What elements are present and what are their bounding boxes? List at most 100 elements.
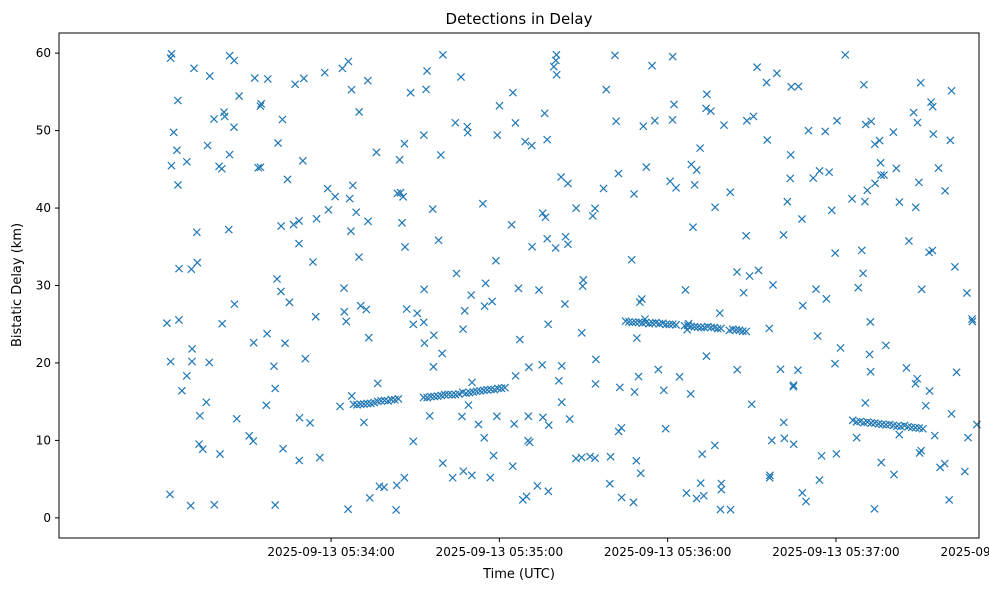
data-point bbox=[719, 121, 729, 130]
data-point bbox=[964, 433, 973, 442]
data-point bbox=[686, 389, 695, 398]
data-point bbox=[281, 339, 290, 348]
data-point bbox=[697, 323, 706, 332]
data-point bbox=[895, 198, 904, 207]
data-point bbox=[742, 327, 751, 336]
data-point bbox=[355, 107, 364, 116]
data-point bbox=[173, 96, 182, 105]
data-point bbox=[162, 319, 171, 328]
data-point bbox=[464, 401, 473, 410]
data-point bbox=[422, 85, 431, 94]
data-point bbox=[865, 350, 874, 359]
data-point bbox=[306, 418, 315, 427]
y-tick-label: 60 bbox=[36, 46, 51, 60]
data-point bbox=[776, 365, 785, 374]
y-tick-label: 30 bbox=[36, 279, 51, 293]
data-point bbox=[298, 156, 307, 165]
data-point bbox=[409, 437, 418, 446]
data-point bbox=[426, 392, 435, 401]
y-tick-label: 0 bbox=[43, 511, 51, 525]
data-point bbox=[429, 331, 438, 340]
data-point bbox=[342, 317, 351, 326]
data-point bbox=[467, 378, 477, 387]
data-point bbox=[866, 317, 875, 326]
data-point bbox=[210, 500, 219, 509]
data-point bbox=[798, 301, 807, 310]
data-point bbox=[425, 411, 434, 420]
data-point bbox=[344, 57, 353, 66]
data-point bbox=[668, 115, 677, 124]
data-point bbox=[380, 396, 389, 405]
data-point bbox=[786, 174, 795, 183]
data-point bbox=[921, 401, 930, 410]
data-point bbox=[486, 473, 495, 482]
data-point bbox=[344, 505, 353, 514]
data-point bbox=[257, 99, 266, 108]
data-point bbox=[363, 399, 372, 408]
data-point bbox=[492, 412, 501, 421]
data-point bbox=[278, 115, 287, 124]
data-point bbox=[543, 135, 552, 144]
data-point bbox=[579, 275, 588, 284]
data-point bbox=[363, 76, 372, 85]
data-point bbox=[772, 69, 781, 78]
data-point bbox=[866, 367, 875, 376]
data-point bbox=[754, 266, 763, 275]
data-point bbox=[263, 329, 272, 338]
data-point bbox=[832, 116, 842, 125]
data-point bbox=[630, 387, 639, 396]
data-point bbox=[876, 158, 885, 167]
data-point bbox=[538, 360, 547, 369]
data-point bbox=[273, 138, 283, 148]
data-point bbox=[889, 470, 899, 479]
data-point bbox=[312, 214, 321, 223]
data-point bbox=[909, 108, 918, 117]
chart-title: Detections in Delay bbox=[446, 10, 593, 28]
data-point bbox=[285, 298, 294, 307]
data-point bbox=[780, 434, 789, 443]
data-point bbox=[747, 400, 756, 409]
data-point bbox=[861, 120, 870, 129]
data-point bbox=[289, 220, 298, 229]
data-point bbox=[648, 61, 657, 70]
data-point bbox=[402, 304, 411, 314]
data-point bbox=[225, 51, 234, 60]
data-point bbox=[419, 131, 428, 140]
data-point bbox=[614, 427, 623, 436]
data-point bbox=[235, 92, 244, 101]
data-point bbox=[540, 109, 549, 118]
data-point bbox=[817, 451, 826, 460]
data-point bbox=[934, 164, 943, 173]
data-point bbox=[230, 300, 239, 309]
data-point bbox=[648, 319, 657, 328]
data-point bbox=[571, 454, 581, 463]
data-point bbox=[875, 136, 884, 145]
data-point bbox=[323, 184, 332, 193]
data-point bbox=[848, 194, 857, 203]
data-point bbox=[560, 299, 569, 309]
data-point bbox=[565, 415, 574, 424]
data-point bbox=[605, 479, 614, 488]
data-point bbox=[962, 288, 971, 297]
data-point bbox=[528, 242, 537, 251]
data-point bbox=[173, 180, 182, 189]
data-point bbox=[917, 285, 926, 294]
data-point bbox=[198, 445, 207, 454]
data-point bbox=[225, 150, 234, 159]
data-point bbox=[832, 449, 841, 458]
data-point bbox=[400, 139, 409, 148]
data-point bbox=[444, 390, 453, 399]
data-point bbox=[779, 230, 788, 239]
data-point bbox=[711, 203, 720, 212]
data-point bbox=[524, 363, 533, 372]
data-point bbox=[263, 74, 272, 84]
data-point bbox=[968, 315, 977, 324]
data-point bbox=[340, 307, 349, 316]
data-point bbox=[459, 325, 468, 334]
data-point bbox=[354, 253, 363, 262]
data-point bbox=[768, 280, 778, 289]
data-point bbox=[448, 473, 457, 482]
data-point bbox=[232, 414, 241, 423]
data-point bbox=[419, 318, 428, 327]
data-point bbox=[696, 144, 705, 153]
